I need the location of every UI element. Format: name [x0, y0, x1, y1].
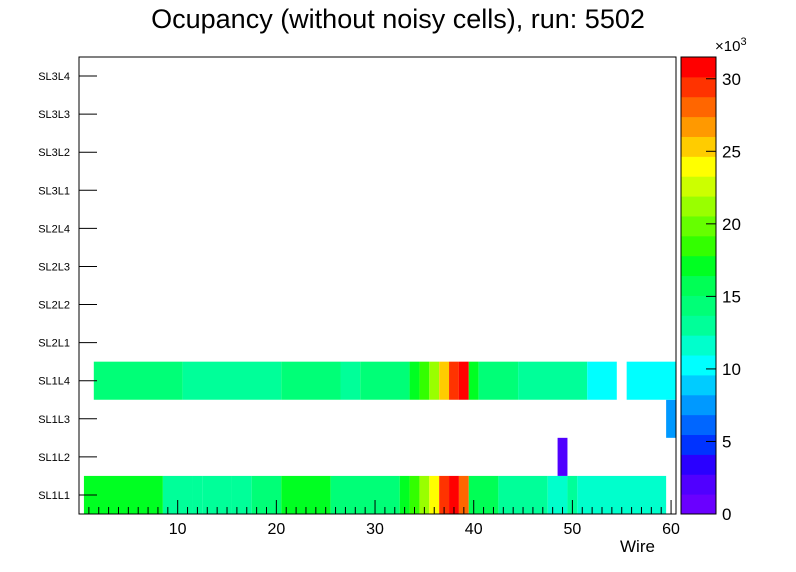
heatmap-cell — [360, 361, 410, 400]
x-tick-label: 40 — [465, 521, 483, 538]
color-scale-segment — [681, 116, 716, 137]
heatmap-cell — [429, 475, 440, 514]
heatmap-cell — [93, 361, 183, 400]
y-tick-label: SL1L1 — [38, 490, 70, 502]
color-scale-segment — [681, 196, 716, 217]
x-axis: 10 20 30 40 50 60 — [88, 500, 680, 538]
heatmap-cell — [182, 361, 282, 400]
heatmap-cell — [666, 399, 676, 438]
color-scale-frame — [680, 56, 717, 515]
heatmap-cell — [458, 361, 469, 400]
chart-title: Ocupancy (without noisy cells), run: 550… — [151, 4, 645, 34]
x-tick-label: 10 — [169, 521, 187, 538]
y-axis: SL1L1 SL1L2 SL1L3 SL1L4 SL2L1 SL2L2 SL2L3 SL2L4… — [38, 71, 97, 502]
color-scale-segment — [681, 434, 716, 455]
x-tick-label: 20 — [267, 521, 285, 538]
color-scale-segment — [681, 374, 716, 396]
heatmap-cell — [587, 361, 617, 400]
heatmap-cell — [567, 475, 578, 514]
z-axis-multiplier: ×103 — [715, 36, 747, 55]
z-tick-label: 5 — [722, 432, 731, 451]
heatmap-cell — [449, 361, 459, 400]
color-scale-segment — [681, 335, 716, 356]
plot-frame — [78, 56, 677, 515]
color-scale-segment — [681, 176, 716, 197]
heatmap-cell — [557, 437, 568, 476]
heatmap-cell — [458, 475, 469, 514]
color-scale-segment — [681, 394, 716, 416]
color-scale-segment — [681, 275, 716, 296]
color-scale-segment — [681, 235, 716, 257]
y-tick-label: SL2L4 — [38, 223, 70, 235]
x-tick-label: 50 — [563, 521, 581, 538]
heatmap-cell — [281, 361, 341, 400]
heatmap-cell — [409, 475, 420, 514]
heatmap-cell — [518, 361, 588, 400]
color-scale: 0 5 10 15 20 25 30 — [680, 56, 741, 524]
y-tick-label: SL3L2 — [38, 147, 70, 159]
z-tick-label: 20 — [722, 215, 741, 234]
x-tick-label: 30 — [366, 521, 384, 538]
z-tick-label: 0 — [722, 505, 731, 524]
heatmap-cell — [439, 361, 450, 400]
heatmap-cell — [439, 475, 450, 514]
color-scale-segment — [681, 255, 716, 277]
heatmap-cell — [192, 475, 203, 514]
x-tick-label: 60 — [662, 521, 680, 538]
color-scale-segment — [681, 355, 716, 376]
heatmap-cell — [547, 475, 568, 514]
z-tick-label: 25 — [722, 142, 741, 161]
heatmap-cell — [419, 475, 430, 514]
heatmap-cell — [626, 361, 676, 400]
y-tick-label: SL1L4 — [38, 376, 70, 388]
color-scale-segment — [681, 215, 716, 237]
color-scale-segment — [681, 414, 716, 436]
heatmap-cell — [478, 361, 519, 400]
z-tick-label: 30 — [722, 70, 741, 89]
heatmap-cell — [419, 361, 430, 400]
y-tick-label: SL2L3 — [38, 261, 70, 273]
z-tick-label: 10 — [722, 360, 741, 379]
z-tick-label: 15 — [722, 287, 741, 306]
y-tick-label: SL3L3 — [38, 109, 70, 121]
color-scale-segment — [681, 96, 716, 118]
heatmap-cell — [449, 475, 459, 514]
color-scale-segment — [681, 57, 716, 78]
cells-layer — [83, 361, 676, 514]
heatmap-cell — [429, 361, 440, 400]
color-scale-segment — [681, 315, 716, 336]
color-scale-segment — [681, 494, 716, 515]
y-tick-label: SL1L3 — [38, 414, 70, 426]
y-tick-label: SL3L4 — [38, 71, 70, 83]
heatmap-cell — [409, 361, 420, 400]
y-tick-label: SL2L1 — [38, 338, 70, 350]
heatmap-cell — [340, 361, 361, 400]
heatmap-cell — [231, 475, 252, 514]
color-scale-segment — [681, 295, 716, 316]
color-scale-segment — [681, 76, 716, 98]
heatmap-cell — [83, 475, 163, 514]
color-scale-segment — [681, 136, 716, 157]
color-scale-segment — [681, 474, 716, 495]
color-scale-segment — [681, 454, 716, 475]
color-scale-segment — [681, 156, 716, 177]
heatmap-cell — [468, 361, 479, 400]
x-axis-label: Wire — [620, 537, 655, 556]
y-tick-label: SL2L2 — [38, 300, 70, 312]
heatmap-cell — [399, 475, 410, 514]
y-tick-label: SL3L1 — [38, 185, 70, 197]
y-tick-label: SL1L2 — [38, 452, 70, 464]
